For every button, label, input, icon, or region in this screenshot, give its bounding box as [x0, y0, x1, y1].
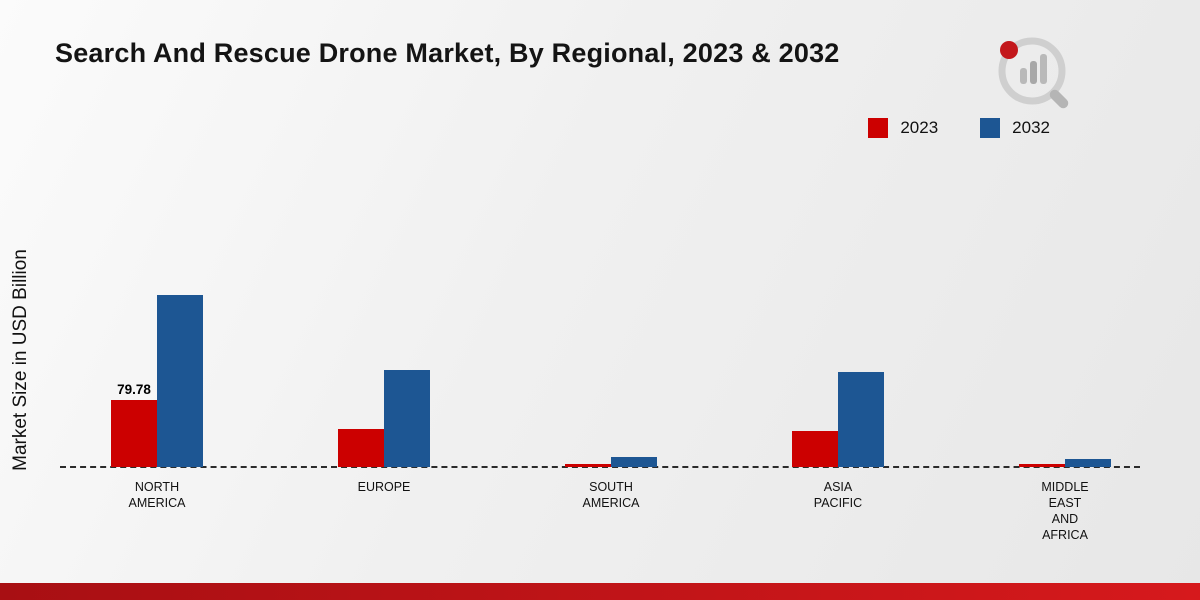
legend-label-2032: 2032 — [1012, 118, 1050, 137]
category-label-4: MIDDLE EAST AND AFRICA — [1041, 480, 1089, 542]
bar-group-3 — [792, 372, 884, 467]
chart-title: Search And Rescue Drone Market, By Regio… — [55, 38, 840, 68]
bar-2023-middle-east-and-africa — [1019, 464, 1065, 467]
legend-swatch-2032 — [980, 118, 1001, 138]
category-label-0: NORTH AMERICA — [128, 480, 186, 510]
bar-group-1 — [338, 370, 430, 467]
category-label-3: ASIA PACIFIC — [813, 480, 863, 510]
x-axis-baseline — [60, 466, 1140, 468]
bar-2032-south-america — [611, 457, 657, 467]
bar-2032-north-america — [157, 295, 203, 467]
category-label-2: SOUTH AMERICA — [582, 480, 640, 510]
bar-2032-asia-pacific — [838, 372, 884, 467]
bar-value-label: 79.78 — [117, 382, 151, 397]
legend-swatch-2023 — [868, 118, 889, 138]
footer-accent-bar — [0, 583, 1200, 600]
bar-2023-north-america — [111, 400, 157, 467]
brand-logo — [998, 37, 1069, 109]
bar-2032-middle-east-and-africa — [1065, 459, 1111, 467]
bar-2023-south-america — [565, 464, 611, 467]
bar-group-2 — [565, 457, 657, 467]
category-label-1: EUROPE — [357, 480, 411, 494]
legend-item-2023: 2023 — [868, 118, 938, 138]
bar-2023-europe — [338, 429, 384, 467]
bar-2023-asia-pacific — [792, 431, 838, 467]
bar-2032-europe — [384, 370, 430, 467]
legend: 2023 2032 — [868, 118, 1050, 138]
bar-group-4 — [1019, 459, 1111, 467]
legend-item-2032: 2032 — [980, 118, 1050, 138]
legend-label-2023: 2023 — [900, 118, 939, 137]
bar-group-0 — [111, 295, 203, 467]
